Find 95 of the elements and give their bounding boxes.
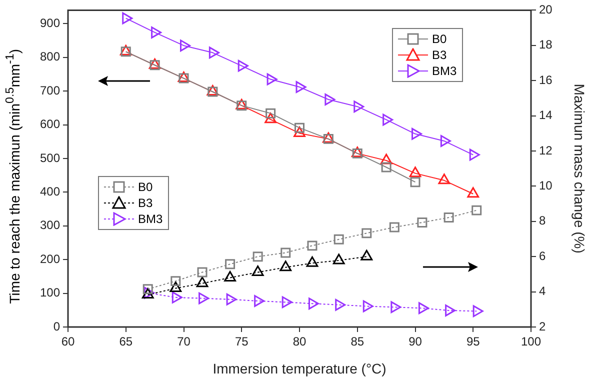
point [238, 60, 248, 72]
point [307, 240, 318, 251]
legend-label: B0 [432, 31, 447, 47]
point [467, 187, 480, 198]
y-tick-label: 800 [40, 50, 60, 64]
point [296, 81, 306, 93]
y2-tick-label: 16 [539, 72, 553, 87]
point [254, 295, 265, 307]
point [198, 292, 210, 304]
point [324, 94, 336, 106]
point [225, 259, 236, 270]
y-tick-label: 0 [53, 319, 60, 334]
point [445, 304, 456, 316]
point [362, 228, 372, 238]
y2-tick-label: 20 [539, 2, 553, 17]
point [294, 122, 304, 133]
x-tick-label: 85 [350, 334, 364, 349]
x-tick-label: 70 [177, 334, 191, 349]
y-tick-label: 200 [40, 252, 60, 266]
point [280, 260, 292, 272]
x-tick-label: 65 [119, 334, 133, 349]
x-tick-label: 100 [520, 334, 542, 349]
x-tick-label: 90 [408, 334, 422, 349]
point [412, 128, 422, 140]
point [180, 40, 190, 52]
point [208, 46, 220, 59]
y-tick-label: 700 [40, 83, 60, 98]
y-tick-label: 100 [40, 286, 60, 300]
y-tick-label: 600 [40, 117, 60, 132]
point [334, 234, 344, 244]
point [418, 302, 429, 314]
point [170, 276, 181, 286]
point [280, 248, 291, 258]
point [264, 112, 277, 124]
point [472, 205, 482, 216]
point [266, 108, 276, 118]
point [252, 252, 263, 262]
point [417, 217, 428, 228]
point [308, 298, 319, 310]
point [306, 256, 318, 267]
y2-tick-label: 6 [539, 248, 546, 263]
point [294, 126, 306, 137]
y2-tick-label: 18 [539, 38, 553, 52]
y2-tick-label: 14 [539, 108, 553, 122]
point [332, 254, 345, 264]
point [266, 73, 278, 86]
legend-label: B3 [432, 47, 447, 63]
point [224, 270, 236, 282]
point [409, 166, 422, 178]
x-tick-label: 75 [234, 334, 249, 349]
y2-tick-label: 2 [539, 319, 546, 334]
point [142, 284, 153, 294]
point [382, 114, 394, 126]
point [444, 212, 454, 223]
y2-tick-label: 4 [539, 284, 546, 298]
legend-label: BM3 [138, 211, 163, 227]
point [282, 296, 292, 308]
point [170, 282, 182, 292]
y2-axis-title: Maximun mass change (%) [572, 84, 588, 254]
y2-tick-label: 10 [539, 178, 553, 193]
y-tick-label: 500 [40, 150, 60, 165]
point [381, 162, 392, 172]
y-tick-label: 400 [40, 184, 60, 199]
point [390, 301, 402, 314]
point [122, 12, 133, 24]
point [380, 154, 392, 164]
legend-label: B3 [138, 195, 153, 211]
point [196, 276, 208, 288]
point [335, 298, 346, 311]
point [142, 288, 154, 299]
point [469, 148, 480, 161]
point [172, 291, 182, 304]
point [472, 305, 484, 318]
y2-tick-label: 8 [539, 214, 546, 228]
point [226, 293, 237, 306]
legend-label: B0 [138, 179, 153, 195]
y2-tick-label: 12 [539, 143, 553, 158]
x-axis-title: Immersion temperature (°C) [212, 360, 386, 376]
y-tick-label: 900 [40, 16, 60, 30]
y-tick-label: 300 [40, 218, 60, 232]
point [252, 266, 264, 276]
x-tick-label: 95 [466, 334, 480, 349]
legend-label: BM3 [432, 63, 457, 79]
point [144, 286, 155, 299]
point [354, 100, 364, 113]
point [151, 26, 162, 38]
point [197, 267, 208, 278]
point [410, 177, 420, 188]
point [438, 174, 450, 184]
point [440, 135, 451, 147]
x-tick-label: 60 [61, 334, 75, 349]
x-tick-label: 80 [292, 334, 306, 349]
point [360, 250, 373, 260]
point [362, 300, 374, 312]
point [389, 222, 400, 232]
